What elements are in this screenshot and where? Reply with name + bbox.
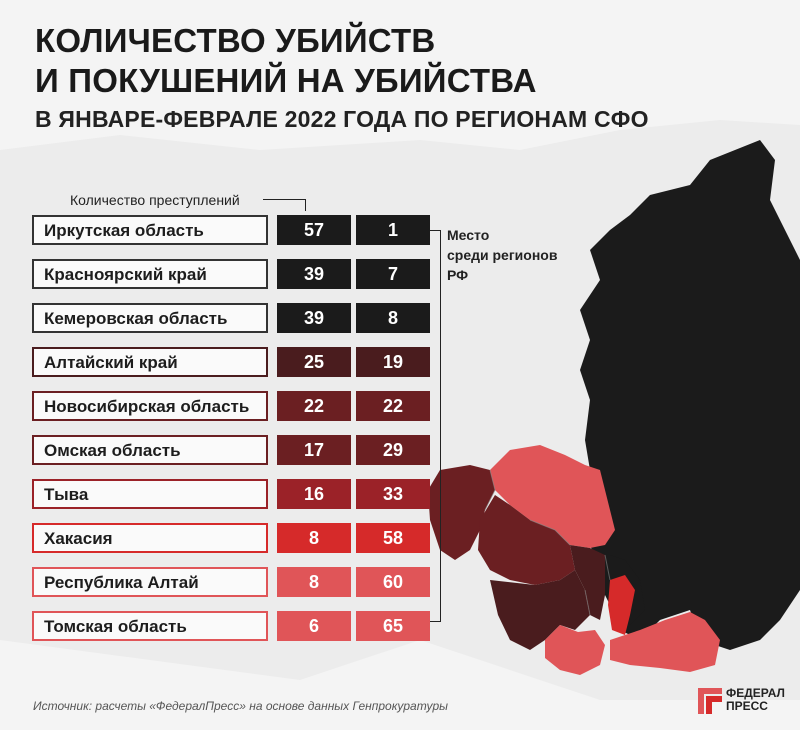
subtitle: В ЯНВАРЕ-ФЕВРАЛЕ 2022 ГОДА ПО РЕГИОНАМ С… <box>35 106 649 132</box>
rank-header-line: РФ <box>447 267 469 283</box>
table-row: Республика Алтай 8 60 <box>0 567 440 603</box>
rank-cell: 60 <box>356 567 430 597</box>
table-row: Красноярский край 39 7 <box>0 259 440 295</box>
kemerovo-west-region <box>570 545 605 620</box>
table-row: Тыва 16 33 <box>0 479 440 515</box>
count-cell: 8 <box>277 567 351 597</box>
novosibirsk-region <box>478 495 575 585</box>
count-column-header: Количество преступлений <box>70 192 240 208</box>
khakassia-region <box>608 575 635 635</box>
table-row: Омская область 17 29 <box>0 435 440 471</box>
rank-column-header: Место среди регионов РФ <box>447 225 587 285</box>
region-name: Красноярский край <box>32 259 268 289</box>
table-row: Томская область 6 65 <box>0 611 440 647</box>
table-row: Кемеровская область 39 8 <box>0 303 440 339</box>
source-note: Источник: расчеты «ФедералПресс» на осно… <box>33 699 448 713</box>
title-line-1: КОЛИЧЕСТВО УБИЙСТВ <box>35 22 436 59</box>
count-cell: 39 <box>277 303 351 333</box>
count-cell: 16 <box>277 479 351 509</box>
count-cell: 6 <box>277 611 351 641</box>
altai-republic-region <box>545 625 605 675</box>
omsk-region <box>428 465 495 560</box>
rank-cell: 19 <box>356 347 430 377</box>
rank-header-line: среди регионов <box>447 247 558 263</box>
federalpress-logo: ФЕДЕРАЛ ПРЕСС <box>698 686 794 716</box>
region-name: Алтайский край <box>32 347 268 377</box>
table-row: Новосибирская область 22 22 <box>0 391 440 427</box>
tomsk-region <box>490 445 615 548</box>
logo-line-2: ПРЕСС <box>726 699 768 713</box>
rank-cell: 33 <box>356 479 430 509</box>
rank-cell: 29 <box>356 435 430 465</box>
krasnoyarsk-irkutsk-region <box>580 140 800 650</box>
rank-cell: 65 <box>356 611 430 641</box>
logo-line-1: ФЕДЕРАЛ <box>726 686 785 700</box>
region-name: Кемеровская область <box>32 303 268 333</box>
altai-krai-region <box>490 570 590 650</box>
table-row: Иркутская область 57 1 <box>0 215 440 251</box>
rank-cell: 58 <box>356 523 430 553</box>
table-row: Алтайский край 25 19 <box>0 347 440 383</box>
rank-cell: 1 <box>356 215 430 245</box>
region-name: Томская область <box>32 611 268 641</box>
count-cell: 39 <box>277 259 351 289</box>
rank-header-line: Место <box>447 227 490 243</box>
tyva-region <box>610 612 720 672</box>
rank-cell: 8 <box>356 303 430 333</box>
rank-bracket <box>430 230 441 622</box>
table-row: Хакасия 8 58 <box>0 523 440 559</box>
region-name: Республика Алтай <box>32 567 268 597</box>
logo-text: ФЕДЕРАЛ ПРЕСС <box>726 687 785 713</box>
count-cell: 57 <box>277 215 351 245</box>
region-name: Новосибирская область <box>32 391 268 421</box>
count-cell: 22 <box>277 391 351 421</box>
region-name: Омская область <box>32 435 268 465</box>
region-name: Тыва <box>32 479 268 509</box>
count-cell: 25 <box>277 347 351 377</box>
region-name: Иркутская область <box>32 215 268 245</box>
count-header-connector <box>263 199 306 211</box>
title-line-2: И ПОКУШЕНИЙ НА УБИЙСТВА <box>35 62 537 99</box>
count-cell: 8 <box>277 523 351 553</box>
federalpress-logo-icon <box>698 688 722 714</box>
region-name: Хакасия <box>32 523 268 553</box>
rank-cell: 22 <box>356 391 430 421</box>
count-cell: 17 <box>277 435 351 465</box>
rank-cell: 7 <box>356 259 430 289</box>
